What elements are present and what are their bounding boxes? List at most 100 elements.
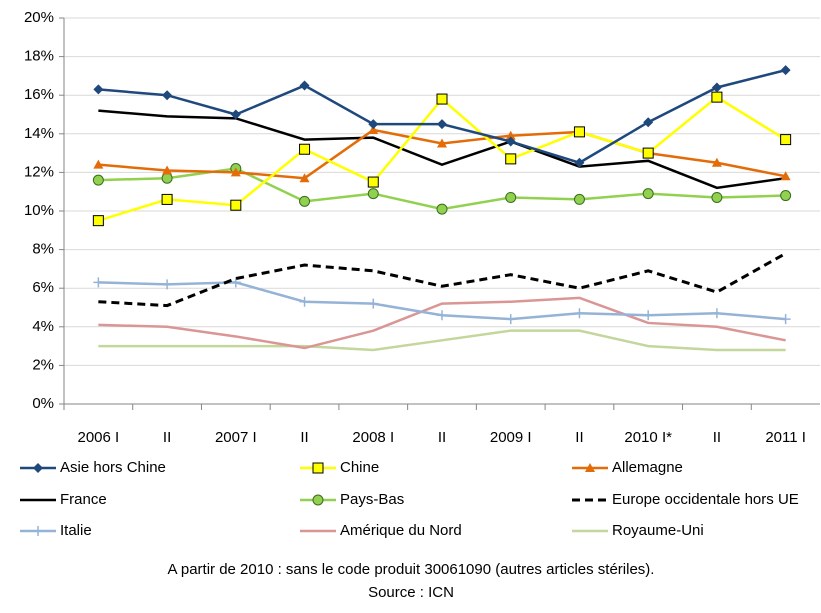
marker <box>505 314 516 325</box>
marker <box>368 119 379 130</box>
marker <box>299 296 310 307</box>
x-tick-label: 2011 I <box>765 429 806 446</box>
line <box>98 296 786 350</box>
legend-label: Europe occidentale hors UE <box>612 491 799 508</box>
line <box>98 109 786 190</box>
marker <box>780 65 791 76</box>
legend-item: Europe occidentale hors UE <box>572 491 799 508</box>
legend-item: Chine <box>300 459 379 476</box>
series <box>93 277 791 325</box>
marker <box>436 203 448 215</box>
y-tick-label: 6% <box>32 279 54 296</box>
legend-item: France <box>20 491 107 508</box>
marker <box>573 193 585 205</box>
y-tick-label: 2% <box>32 356 54 373</box>
x-tick-label: 2006 I <box>78 429 120 446</box>
series <box>98 252 787 308</box>
x-tick-label: 2010 I* <box>624 429 672 446</box>
note: A partir de 2010 : sans le code produit … <box>168 561 655 578</box>
series <box>98 109 786 190</box>
marker <box>299 143 311 155</box>
series <box>92 91 792 227</box>
y-tick-label: 8% <box>32 241 54 258</box>
x-tick-label: II <box>438 429 446 446</box>
marker <box>437 310 447 321</box>
marker <box>711 308 722 319</box>
marker <box>33 526 43 536</box>
marker <box>711 191 723 203</box>
marker <box>505 136 516 147</box>
marker <box>161 193 173 205</box>
legend-label: Chine <box>340 459 379 476</box>
marker <box>643 310 654 321</box>
legend-label: Pays-Bas <box>340 491 404 508</box>
y-tick-label: 0% <box>32 395 54 412</box>
marker <box>162 165 173 175</box>
legend-label: Italie <box>60 522 92 539</box>
y-tick-label: 16% <box>24 86 54 103</box>
marker <box>780 134 792 146</box>
marker <box>573 126 585 138</box>
marker <box>230 167 241 177</box>
marker <box>230 199 242 211</box>
marker <box>780 171 791 181</box>
marker <box>33 463 43 473</box>
marker <box>505 191 517 203</box>
marker <box>711 157 722 167</box>
x-tick-label: II <box>163 429 171 446</box>
legend-item: Asie hors Chine <box>20 459 166 476</box>
marker <box>505 130 516 140</box>
marker <box>642 188 654 200</box>
legend-item: Amérique du Nord <box>300 522 462 539</box>
legend-item: Italie <box>20 522 92 539</box>
marker <box>161 172 173 184</box>
marker <box>368 298 379 309</box>
legend-label: Royaume-Uni <box>612 522 704 539</box>
y-tick-label: 10% <box>24 202 54 219</box>
marker <box>437 119 447 130</box>
marker <box>574 157 585 168</box>
legend-item: Pays-Bas <box>300 491 404 508</box>
x-tick-label: 2007 I <box>215 429 257 446</box>
marker <box>643 117 654 128</box>
marker <box>162 90 173 101</box>
marker <box>711 82 722 93</box>
x-tick-label: II <box>300 429 308 446</box>
x-tick-label: II <box>575 429 583 446</box>
legend-label: Amérique du Nord <box>340 522 462 539</box>
marker <box>92 174 104 186</box>
marker <box>437 138 447 148</box>
x-tick-label: 2009 I <box>490 429 532 446</box>
marker <box>780 190 792 202</box>
marker <box>299 173 310 183</box>
marker <box>780 314 791 325</box>
marker <box>711 91 723 103</box>
x-tick-label: II <box>713 429 721 446</box>
x-tick-label: 2008 I <box>352 429 394 446</box>
marker <box>93 84 104 95</box>
marker <box>162 279 173 290</box>
series <box>98 329 786 352</box>
marker <box>230 109 241 120</box>
marker <box>299 195 311 207</box>
marker <box>230 277 241 288</box>
marker <box>93 277 104 288</box>
legend-item: Royaume-Uni <box>572 522 704 539</box>
y-tick-label: 12% <box>24 163 54 180</box>
line <box>98 329 786 352</box>
marker <box>585 463 595 472</box>
marker <box>368 124 379 134</box>
marker <box>93 159 104 169</box>
marker <box>92 215 104 227</box>
series <box>93 65 791 168</box>
marker <box>312 494 324 506</box>
marker <box>367 188 379 200</box>
marker <box>299 80 310 91</box>
legend-label: Asie hors Chine <box>60 459 166 476</box>
y-tick-label: 20% <box>24 9 54 26</box>
series <box>98 296 786 350</box>
marker <box>642 147 654 159</box>
legend-item: Allemagne <box>572 459 683 476</box>
line <box>98 128 786 180</box>
